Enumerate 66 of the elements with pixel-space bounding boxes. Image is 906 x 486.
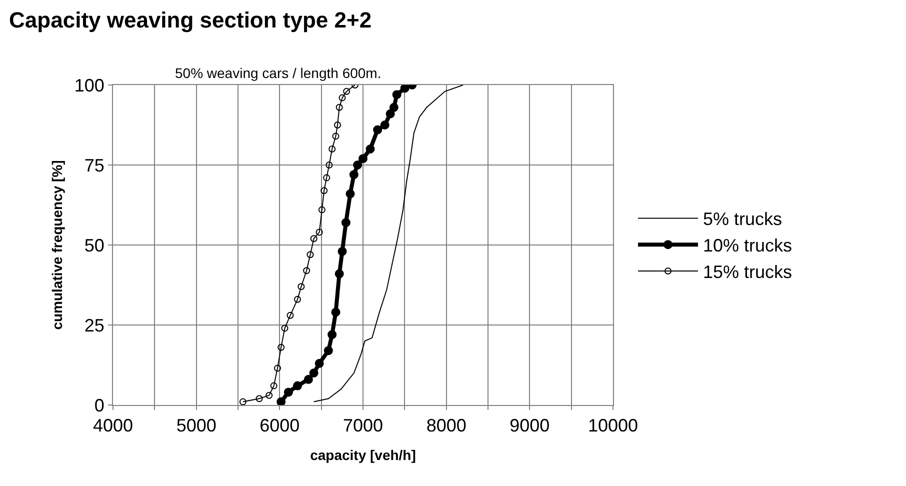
legend-label: 10% trucks: [703, 236, 792, 256]
point: [256, 395, 263, 402]
x-tick-label: 4000: [92, 416, 134, 436]
point: [389, 102, 398, 112]
legend-label: 15% trucks: [703, 262, 792, 282]
point: [392, 90, 402, 100]
point: [332, 132, 340, 140]
legend-label: 5% trucks: [703, 209, 782, 230]
point: [266, 392, 273, 399]
point: [239, 398, 246, 405]
point: [373, 125, 382, 134]
point: [276, 397, 286, 405]
point: [338, 246, 347, 256]
point: [309, 368, 318, 378]
point: [286, 312, 294, 319]
chart-subtitle: 50% weaving cars / length 600m.: [175, 65, 382, 81]
point: [334, 269, 344, 278]
line-series: [313, 85, 464, 402]
chart-title: Capacity weaving section type 2+2: [9, 8, 372, 33]
point: [341, 218, 350, 228]
point: [331, 308, 340, 317]
y-axis-title: cumulative frequency [%]: [48, 160, 65, 330]
point: [400, 85, 410, 93]
y-tick-label: 25: [84, 315, 104, 336]
point: [274, 364, 281, 372]
point: [326, 162, 333, 168]
point: [353, 160, 362, 170]
x-tick-label: 6000: [260, 416, 300, 436]
x-tick-label: 7000: [342, 416, 384, 436]
y-tick-label: 100: [74, 75, 104, 96]
point: [270, 382, 278, 390]
point: [380, 120, 390, 130]
y-tick-label: 75: [84, 155, 104, 176]
x-tick-label: 9000: [510, 416, 550, 436]
x-tick-label: 10000: [588, 416, 638, 436]
point: [298, 283, 305, 290]
point: [358, 154, 368, 164]
point: [318, 206, 326, 214]
point: [294, 296, 301, 303]
point: [310, 235, 318, 242]
point: [284, 388, 293, 397]
point: [293, 381, 302, 390]
point: [323, 174, 330, 182]
point: [324, 346, 333, 356]
x-tick-label: 8000: [426, 416, 466, 436]
point: [306, 251, 314, 258]
point: [320, 187, 328, 194]
x-tick-label: 5000: [176, 416, 216, 436]
point: [314, 358, 324, 368]
point: [328, 330, 337, 340]
point: [278, 344, 285, 351]
point: [281, 324, 288, 332]
point: [338, 94, 346, 102]
x-axis-title: capacity [veh/h]: [310, 446, 416, 463]
point: [346, 189, 355, 198]
point: [334, 122, 341, 128]
y-tick-label: 50: [84, 235, 104, 256]
point: [303, 267, 310, 274]
point: [366, 144, 375, 154]
point: [343, 88, 350, 95]
point: [316, 228, 323, 236]
point: [349, 170, 358, 180]
point: [328, 146, 336, 152]
point: [304, 374, 313, 384]
point: [336, 104, 343, 111]
y-tick-label: 0: [94, 395, 104, 416]
